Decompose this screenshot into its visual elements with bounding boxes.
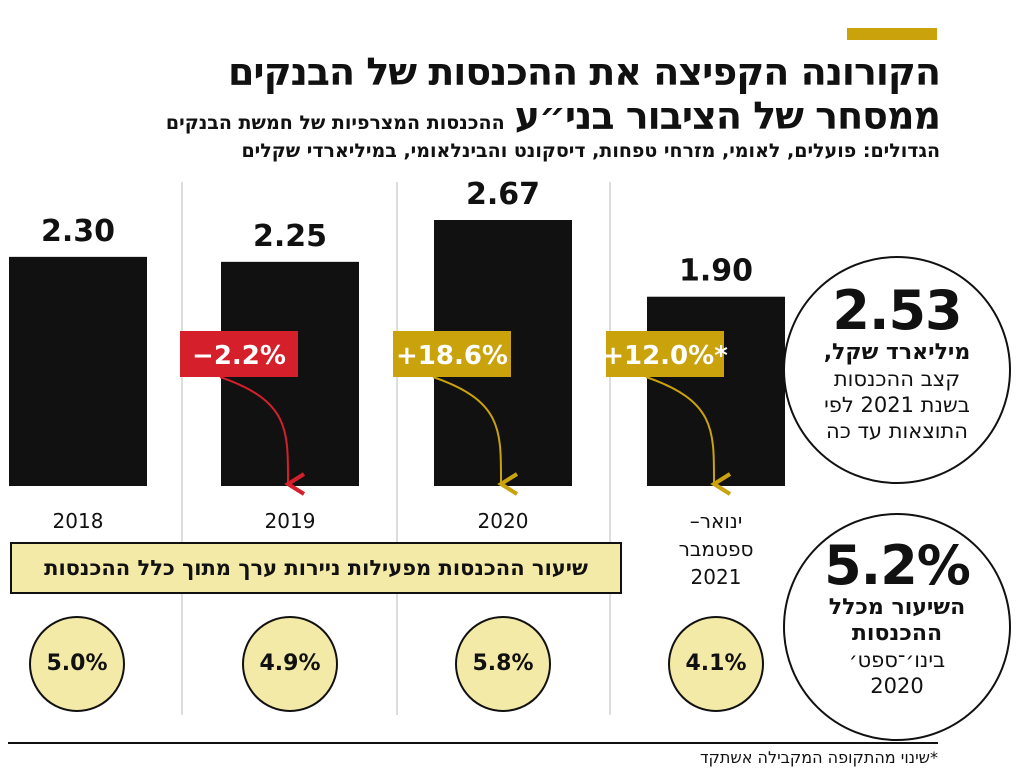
securities-share-box: שיעור ההכנסות מפעילות ניירות ערך מתוך כל… [10,542,622,594]
forecast-line-2: בשנת 2021 לפי [824,393,970,417]
change-label-3: +12.0%* [602,341,728,371]
value-label-0: 2.30 [41,214,115,249]
change-badge-2 [393,331,511,377]
forecast-circle: 2.53 מיליארד שקל, קצב ההכנסות בשנת 2021 … [783,256,1011,484]
forecast-value: 2.53 [832,279,962,342]
change-badge-1 [180,331,298,377]
value-label-1: 2.25 [253,219,327,254]
securities-share-circle-3: 4.1% [668,616,764,712]
change-arrow-3 [645,376,732,496]
change-label-2: +18.6% [396,341,508,371]
forecast-unit: מיליארד שקל, [823,340,971,365]
share-2020-bold-1: השיעור מכלל [828,595,966,620]
share-2020-value: 5.2% [824,534,971,597]
category-label-3-1: ספטמבר [679,537,754,561]
share-2020-period: בינו׳־ספט׳ [848,648,946,672]
title-line2: ממסחר של הציבור בני״ע ההכנסות המצרפיות של… [165,94,941,138]
value-label-2: 2.67 [466,177,540,212]
forecast-line-1: קצב ההכנסות [833,367,961,391]
share-2020-year: 2020 [870,674,924,698]
forecast-line-3: התוצאות עד כה [825,419,969,443]
category-label-3-0: ינואר– [690,509,743,533]
category-label-2-0: 2020 [478,509,529,533]
change-badge-3 [606,331,724,377]
change-arrow-1 [219,376,306,496]
accent-bar [847,28,937,40]
category-label-1-0: 2019 [265,509,316,533]
bar-2018 [9,256,147,486]
bar-ינואר–ספטמבר 2021 [647,296,785,486]
share-2020-bold-2: ההכנסות [851,621,943,646]
category-label-0-0: 2018 [53,509,104,533]
securities-share-circle-1: 4.9% [242,616,338,712]
footnote: *שינוי מהתקופה המקבילה אשתקד [699,748,938,767]
footer-divider [8,742,938,744]
category-label-3-2: 2021 [691,565,742,589]
change-label-1: −2.2% [192,341,286,371]
chart-title-line1: הקורונה הקפיצה את ההכנסות של הבנקים [227,50,941,94]
securities-share-circle-0: 5.0% [29,616,125,712]
chart-subtitle-part2: הגדולים: פועלים, לאומי, מזרחי טפחות, דיס… [241,140,940,162]
chart-title-line2: ממסחר של הציבור בני״ע [514,94,941,138]
value-label-3: 1.90 [679,254,753,289]
change-arrow-2 [432,376,519,496]
securities-share-circle-2: 5.8% [455,616,551,712]
share-2020-circle: 5.2% השיעור מכלל ההכנסות בינו׳־ספט׳ 2020 [783,513,1011,741]
chart-subtitle-part1: ההכנסות המצרפיות של חמשת הבנקים [165,112,505,134]
